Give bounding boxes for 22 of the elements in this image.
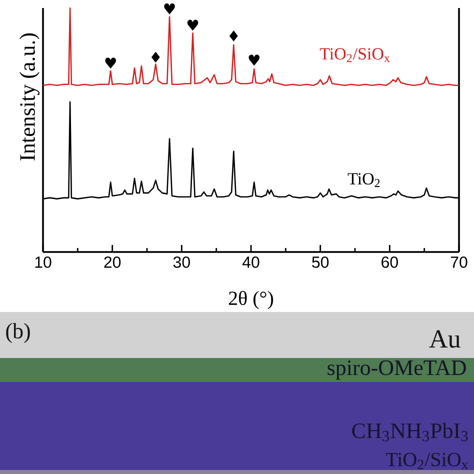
text: CH$_{3}$NH$_{3}$PbI$_{3}$ <box>352 422 468 442</box>
series-label: TiO$_{2}$/SiO$_{x}$ <box>320 48 390 62</box>
y-axis-title: Intensity (a.u.) <box>19 33 40 161</box>
annotation: ♦ <box>151 52 160 63</box>
x-tick-label: 10 <box>35 256 52 268</box>
x-tick-label: 30 <box>173 256 190 268</box>
x-tick-label: 40 <box>242 256 260 268</box>
text: spiro-OMeTAD <box>328 360 466 380</box>
x-axis-title: 2θ (°) <box>228 290 274 310</box>
text: (b) <box>6 323 30 343</box>
series-label: TiO$_{2}$ <box>348 173 380 187</box>
annotation: ♦ <box>229 30 238 42</box>
x-tick-label: 20 <box>104 256 121 268</box>
text: Au <box>429 330 460 348</box>
text: TiO$_{2}$/SiO$_{x}$ <box>386 452 468 470</box>
x-tick-label: 70 <box>450 256 468 268</box>
annotation: ♥ <box>164 3 175 14</box>
annotation: ♥ <box>187 20 198 31</box>
annotation: ♥ <box>105 58 116 68</box>
annotation: ♥ <box>248 54 260 66</box>
x-tick-label: 50 <box>312 256 329 268</box>
x-tick-label: 60 <box>382 256 398 268</box>
